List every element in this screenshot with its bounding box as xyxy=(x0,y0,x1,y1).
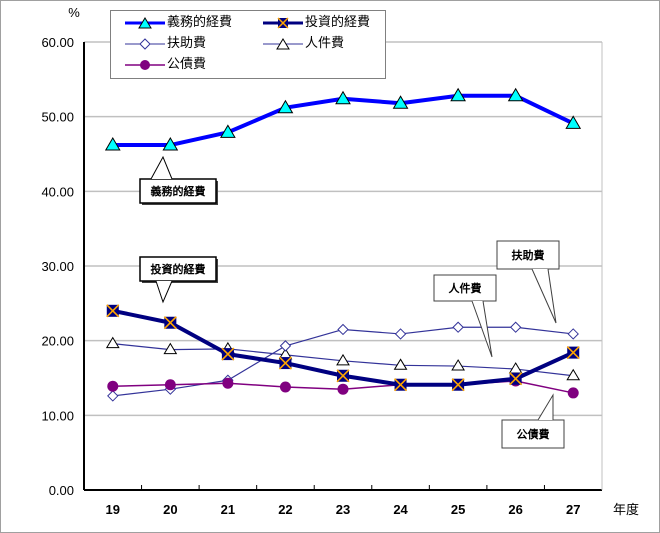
data-point xyxy=(507,87,524,102)
y-tick-label: 20.00 xyxy=(41,334,74,349)
series-lines xyxy=(104,87,582,402)
callout-label: 公債費 xyxy=(517,427,550,441)
x-tick-label: 22 xyxy=(278,502,292,517)
data-point xyxy=(163,342,178,355)
data-point xyxy=(105,336,120,349)
y-unit-label: % xyxy=(68,5,80,20)
data-point xyxy=(337,323,349,336)
data-point xyxy=(393,358,408,370)
diamond-icon xyxy=(125,38,165,50)
circle-icon xyxy=(125,60,165,70)
y-tick-label: 40.00 xyxy=(41,184,74,199)
y-tick-label: 50.00 xyxy=(41,110,74,125)
data-point xyxy=(162,137,179,151)
data-point xyxy=(335,90,351,105)
callout-kosai: 公債費 xyxy=(501,393,565,449)
data-point xyxy=(566,368,581,381)
legend: 義務的経費 投資的経費 扶助費 人件費 公債費 xyxy=(110,10,386,79)
y-tick-label: 10.00 xyxy=(41,408,74,423)
data-point xyxy=(107,390,119,402)
x-tick-label: 21 xyxy=(221,502,235,517)
y-tick-label: 60.00 xyxy=(41,35,74,50)
data-point xyxy=(567,387,579,399)
data-point xyxy=(509,321,522,333)
callout-label: 人件費 xyxy=(449,281,482,295)
x-tick-label: 27 xyxy=(566,502,580,517)
data-point xyxy=(452,321,464,333)
legend-item-gimu: 義務的経費 xyxy=(125,13,232,33)
legend-item-toshi: 投資的経費 xyxy=(263,13,370,33)
callout-label: 義務的経費 xyxy=(151,184,206,198)
data-point xyxy=(451,359,465,371)
callout-gimu: 義務的経費 xyxy=(139,155,218,205)
callout-label: 投資的経費 xyxy=(151,262,206,276)
data-point xyxy=(220,124,236,138)
data-point xyxy=(164,379,176,391)
data-point xyxy=(567,328,579,340)
data-point xyxy=(336,353,350,366)
series-0 xyxy=(104,87,582,151)
callout-fujo: 扶助費 xyxy=(496,240,560,324)
y-tick-label: 30.00 xyxy=(41,259,74,274)
series-3 xyxy=(105,336,581,381)
data-point xyxy=(450,87,466,102)
data-point xyxy=(394,328,407,340)
data-point xyxy=(222,377,234,389)
callout-jinken: 人件費 xyxy=(433,274,497,358)
data-point xyxy=(277,99,294,114)
legend-item-fujo: 扶助費 xyxy=(125,34,206,54)
series-2 xyxy=(107,321,579,402)
data-point xyxy=(392,95,409,109)
data-point xyxy=(565,115,582,129)
axes: 0.00 10.00 20.00 30.00 40.00 50.00 60.00 19 20 21… xyxy=(41,5,639,517)
data-point xyxy=(279,381,291,393)
data-point xyxy=(104,137,121,151)
x-tick-label: 20 xyxy=(163,502,177,517)
square-x-icon xyxy=(263,17,303,29)
triangle-icon xyxy=(125,17,165,29)
x-tick-label: 26 xyxy=(508,502,522,517)
data-point xyxy=(337,383,349,395)
triangle-outline-icon xyxy=(263,38,303,50)
series-1 xyxy=(106,304,580,392)
x-tick-label: 19 xyxy=(106,502,120,517)
data-point xyxy=(508,362,523,374)
x-tick-label: 24 xyxy=(393,502,408,517)
x-tick-label: 23 xyxy=(336,502,350,517)
x-unit-label: 年度 xyxy=(613,502,639,517)
legend-item-jinken: 人件費 xyxy=(263,34,344,54)
callout-toshi: 投資的経費 xyxy=(139,256,218,304)
legend-item-kosai: 公債費 xyxy=(125,55,206,75)
data-point xyxy=(279,340,292,352)
data-point xyxy=(107,380,119,392)
y-tick-label: 0.00 xyxy=(49,483,74,498)
x-tick-label: 25 xyxy=(451,502,465,517)
callout-label: 扶助費 xyxy=(512,248,545,262)
